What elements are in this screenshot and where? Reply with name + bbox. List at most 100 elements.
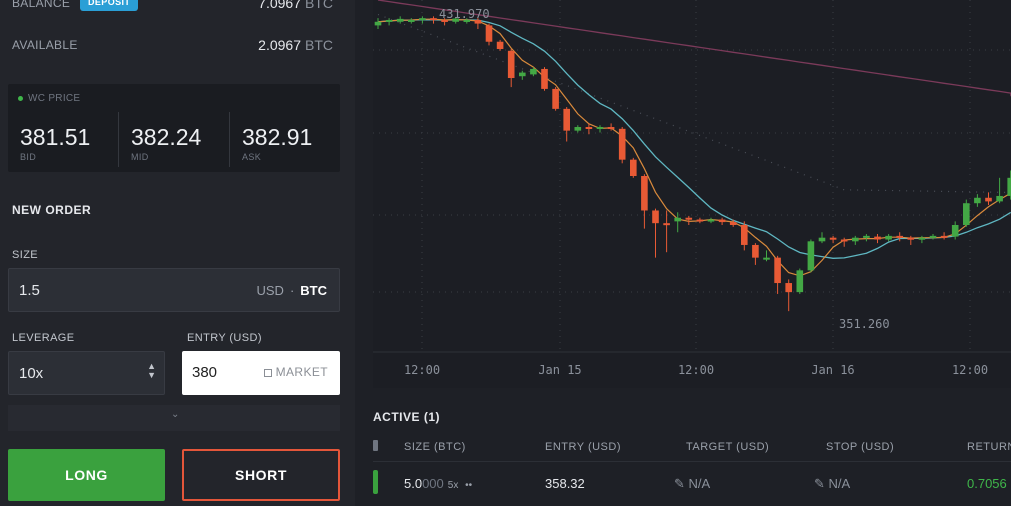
- ask-cell: 382.91 ASK: [230, 110, 340, 168]
- edit-pencil-icon: ✎: [814, 476, 829, 491]
- candle-body: [574, 127, 582, 131]
- leverage-select[interactable]: 10x ▲ ▼: [8, 351, 165, 395]
- candle-body: [718, 219, 726, 223]
- stop-value: N/A: [828, 476, 851, 491]
- wc-price-label: WC PRICE: [18, 93, 80, 104]
- bollinger-band-line: [377, 13, 1011, 194]
- candle-body: [563, 108, 570, 131]
- candle-body: [596, 127, 604, 130]
- candle-body: [763, 257, 770, 260]
- balance-label: BALANCE: [12, 0, 71, 10]
- mid-cell: 382.24 MID: [119, 110, 229, 168]
- candle-body: [519, 72, 526, 77]
- x-tick-label: 12:00: [404, 363, 440, 377]
- active-positions-title: ACTIVE (1): [373, 410, 441, 424]
- long-button[interactable]: LONG: [8, 449, 165, 501]
- candle-body: [652, 210, 659, 224]
- candle-body: [1007, 177, 1011, 196]
- candle-body: [618, 128, 626, 160]
- x-tick-label: Jan 16: [811, 363, 854, 377]
- divider: [373, 461, 1011, 462]
- candle-body: [852, 237, 859, 242]
- balance-unit: BTC: [305, 0, 333, 11]
- size-label: SIZE: [12, 249, 39, 261]
- deposit-button[interactable]: DEPOSIT: [80, 0, 139, 11]
- available-value: 2.0967 BTC: [258, 37, 333, 53]
- candle-body: [396, 18, 404, 22]
- x-tick-label: Jan 15: [538, 363, 581, 377]
- unit-btc-option[interactable]: BTC: [300, 283, 327, 298]
- header-marker: [373, 440, 378, 451]
- bid-cell: 381.51 BID: [8, 110, 118, 168]
- col-stop: STOP (USD): [826, 441, 895, 453]
- divider: [229, 112, 230, 167]
- entry-label: ENTRY (USD): [187, 332, 262, 344]
- size-value: 1.5: [19, 282, 40, 299]
- candle-body: [496, 41, 504, 49]
- ma-fast-line: [377, 18, 1011, 277]
- price-chart[interactable]: 12:00 Jan 15 12:00 Jan 16 12:00 431.970 351.26…: [373, 0, 1011, 388]
- leverage-value: 10x: [19, 365, 44, 382]
- unit-toggle[interactable]: USD · BTC: [256, 283, 327, 298]
- candle-body: [774, 257, 781, 284]
- candle-body: [963, 203, 970, 225]
- candle-body: [419, 18, 426, 21]
- balance-amount: 7.0967: [258, 0, 301, 11]
- more-icon[interactable]: ••: [462, 480, 473, 491]
- candle-body: [485, 25, 493, 42]
- candle-body: [929, 235, 937, 238]
- position-stop[interactable]: ✎ N/A: [814, 476, 850, 492]
- high-annotation: 431.970: [439, 7, 490, 21]
- chevron-down-icon: ⌄: [171, 409, 180, 420]
- candle-body: [674, 217, 681, 222]
- candle-body: [907, 237, 915, 240]
- candle-body: [807, 241, 815, 271]
- candle-body: [940, 235, 948, 238]
- position-entry: 358.32: [545, 476, 585, 491]
- candle-body: [840, 239, 848, 242]
- wc-price-box: [8, 84, 340, 172]
- candle-body: [974, 197, 981, 204]
- candle-body: [385, 19, 393, 22]
- available-label: AVAILABLE: [12, 38, 78, 52]
- leverage-label: LEVERAGE: [12, 332, 75, 344]
- candle-body: [752, 244, 759, 258]
- x-tick-label: 12:00: [678, 363, 714, 377]
- candle-body: [408, 19, 415, 22]
- unit-usd-option[interactable]: USD: [256, 283, 284, 298]
- candle-body: [641, 176, 648, 211]
- candle-body: [685, 217, 693, 220]
- candle-body: [918, 237, 926, 240]
- candle-body: [885, 235, 892, 240]
- size-input[interactable]: 1.5 USD · BTC: [8, 268, 340, 312]
- candle-body: [874, 236, 881, 240]
- col-return: RETURN: [967, 441, 1011, 453]
- position-target[interactable]: ✎ N/A: [674, 476, 710, 492]
- market-checkbox[interactable]: MARKET: [263, 365, 328, 379]
- entry-input[interactable]: 380 MARKET: [182, 351, 340, 395]
- live-status-icon: [18, 95, 23, 101]
- candle-body: [863, 235, 870, 238]
- candle-body: [951, 224, 959, 237]
- bid-price: 381.51: [20, 124, 91, 150]
- position-return: 0.7056: [967, 476, 1007, 491]
- position-size: 5.0000 5x ••: [404, 476, 472, 491]
- advanced-options-toggle[interactable]: ⌄: [8, 405, 340, 431]
- short-button[interactable]: SHORT: [182, 449, 340, 501]
- available-unit: BTC: [305, 37, 333, 53]
- candle-body: [818, 237, 826, 242]
- ask-price: 382.91: [242, 124, 313, 150]
- entry-value: 380: [192, 364, 218, 381]
- candle-body: [452, 18, 459, 22]
- available-amount: 2.0967: [258, 37, 301, 53]
- candle-body: [607, 127, 615, 130]
- candle-body: [696, 219, 704, 222]
- candle-body: [463, 19, 471, 22]
- candle-body: [552, 88, 559, 109]
- col-target: TARGET (USD): [686, 441, 770, 453]
- x-tick-label: 12:00: [952, 363, 988, 377]
- market-label: MARKET: [275, 365, 328, 379]
- low-annotation: 351.260: [839, 317, 890, 331]
- candle-body: [585, 127, 593, 130]
- candle-body: [729, 222, 737, 225]
